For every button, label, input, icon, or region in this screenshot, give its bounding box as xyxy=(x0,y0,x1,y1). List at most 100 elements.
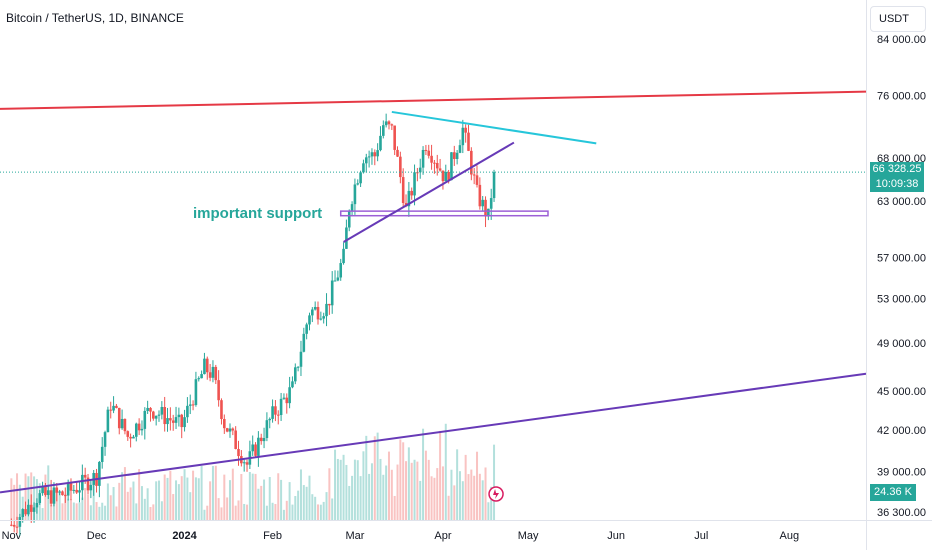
candle-body xyxy=(350,204,354,211)
volume-bar xyxy=(365,435,368,520)
volume-bar xyxy=(197,478,200,520)
volume-bar xyxy=(325,492,328,520)
x-tick-label: Nov xyxy=(2,530,22,542)
volume-bar xyxy=(160,501,163,520)
volume-bar xyxy=(402,442,405,520)
candle-body xyxy=(112,405,115,411)
candle-body xyxy=(387,121,391,125)
volume-bar xyxy=(92,479,95,520)
candle-body xyxy=(265,420,269,439)
volume-bar xyxy=(285,500,288,520)
volume-bar xyxy=(453,485,456,520)
candle-body xyxy=(245,462,249,465)
y-tick-label: 84 000.00 xyxy=(877,34,926,46)
candle-body xyxy=(205,358,209,373)
volume-bar xyxy=(44,474,47,520)
volume-bar xyxy=(416,461,419,520)
volume-bar xyxy=(467,474,470,520)
volume-bar xyxy=(297,490,300,520)
volume-bar xyxy=(64,493,67,520)
candle-body xyxy=(305,324,308,334)
volume-bar xyxy=(50,504,53,520)
volume-bar xyxy=(461,481,464,520)
candle-body xyxy=(186,405,189,418)
volume-bar xyxy=(280,479,283,520)
candle-body xyxy=(237,448,240,457)
candle-body xyxy=(308,315,311,325)
volume-bar xyxy=(274,503,277,520)
volume-bar xyxy=(237,500,240,520)
candle-body xyxy=(197,378,201,380)
volume-bar xyxy=(155,481,158,520)
volume-bar xyxy=(33,476,36,520)
candle-body xyxy=(89,484,93,491)
volume-bar xyxy=(413,459,416,520)
candle-body xyxy=(106,409,110,433)
volume-bar xyxy=(410,462,413,520)
last-price-value: 66 328.25 xyxy=(872,163,922,175)
volume-bar xyxy=(387,451,390,520)
volume-bar xyxy=(158,480,161,520)
candle-body xyxy=(362,163,365,173)
candle-body xyxy=(299,351,303,367)
volume-bar xyxy=(104,505,107,520)
candle-body xyxy=(262,438,266,442)
volume-bar xyxy=(194,477,197,520)
volume-bar xyxy=(192,470,195,520)
volume-bar xyxy=(305,486,308,520)
candle-body xyxy=(435,162,439,169)
volume-bar xyxy=(257,488,260,520)
candle-body xyxy=(194,379,198,405)
candle-body xyxy=(134,423,138,437)
candle-body xyxy=(364,157,368,164)
volume-bar xyxy=(180,476,183,520)
candle-body xyxy=(396,149,399,157)
candle-body xyxy=(18,517,22,527)
volume-bar xyxy=(132,481,135,520)
volume-bar xyxy=(118,482,121,520)
volume-bar xyxy=(89,505,92,520)
candle-body xyxy=(55,487,59,493)
candle-body xyxy=(285,397,289,404)
volume-bar xyxy=(339,459,342,520)
currency-button[interactable]: USDT xyxy=(870,6,926,32)
candle-body xyxy=(169,418,172,421)
volume-bar xyxy=(240,474,243,520)
volume-bar xyxy=(251,473,254,520)
candle-body xyxy=(379,135,382,151)
candle-body xyxy=(58,491,61,493)
candle-body xyxy=(123,418,127,432)
volume-bar xyxy=(72,502,75,520)
volume-bar xyxy=(18,484,21,520)
candle-body xyxy=(319,318,323,320)
candle-body xyxy=(427,150,431,156)
candle-body xyxy=(69,483,73,491)
candle-body xyxy=(129,436,132,439)
candle-body xyxy=(251,444,255,452)
volume-bar xyxy=(106,483,109,520)
x-tick-label: Jul xyxy=(694,530,708,542)
candle-body xyxy=(276,414,280,416)
candle-body xyxy=(274,406,277,415)
volume-bar xyxy=(390,469,393,520)
volume-bar xyxy=(422,428,425,520)
volume-bar xyxy=(379,458,382,520)
candle-body xyxy=(464,127,467,133)
candle-body xyxy=(430,155,433,163)
candle-body xyxy=(228,428,232,432)
volume-bar xyxy=(376,432,379,520)
candle-body xyxy=(492,172,496,199)
y-tick-label: 42 000.00 xyxy=(877,425,926,437)
y-tick-label: 53 000.00 xyxy=(877,294,926,306)
candle-body xyxy=(259,437,263,442)
volume-bar xyxy=(41,508,44,520)
volume-bar xyxy=(75,503,78,520)
lightning-icon xyxy=(493,489,500,499)
volume-bar xyxy=(362,451,365,520)
candle-body xyxy=(367,156,371,158)
candle-body xyxy=(72,489,76,491)
volume-bar xyxy=(87,494,90,520)
volume-bar xyxy=(470,469,473,520)
candle-body xyxy=(203,358,206,375)
